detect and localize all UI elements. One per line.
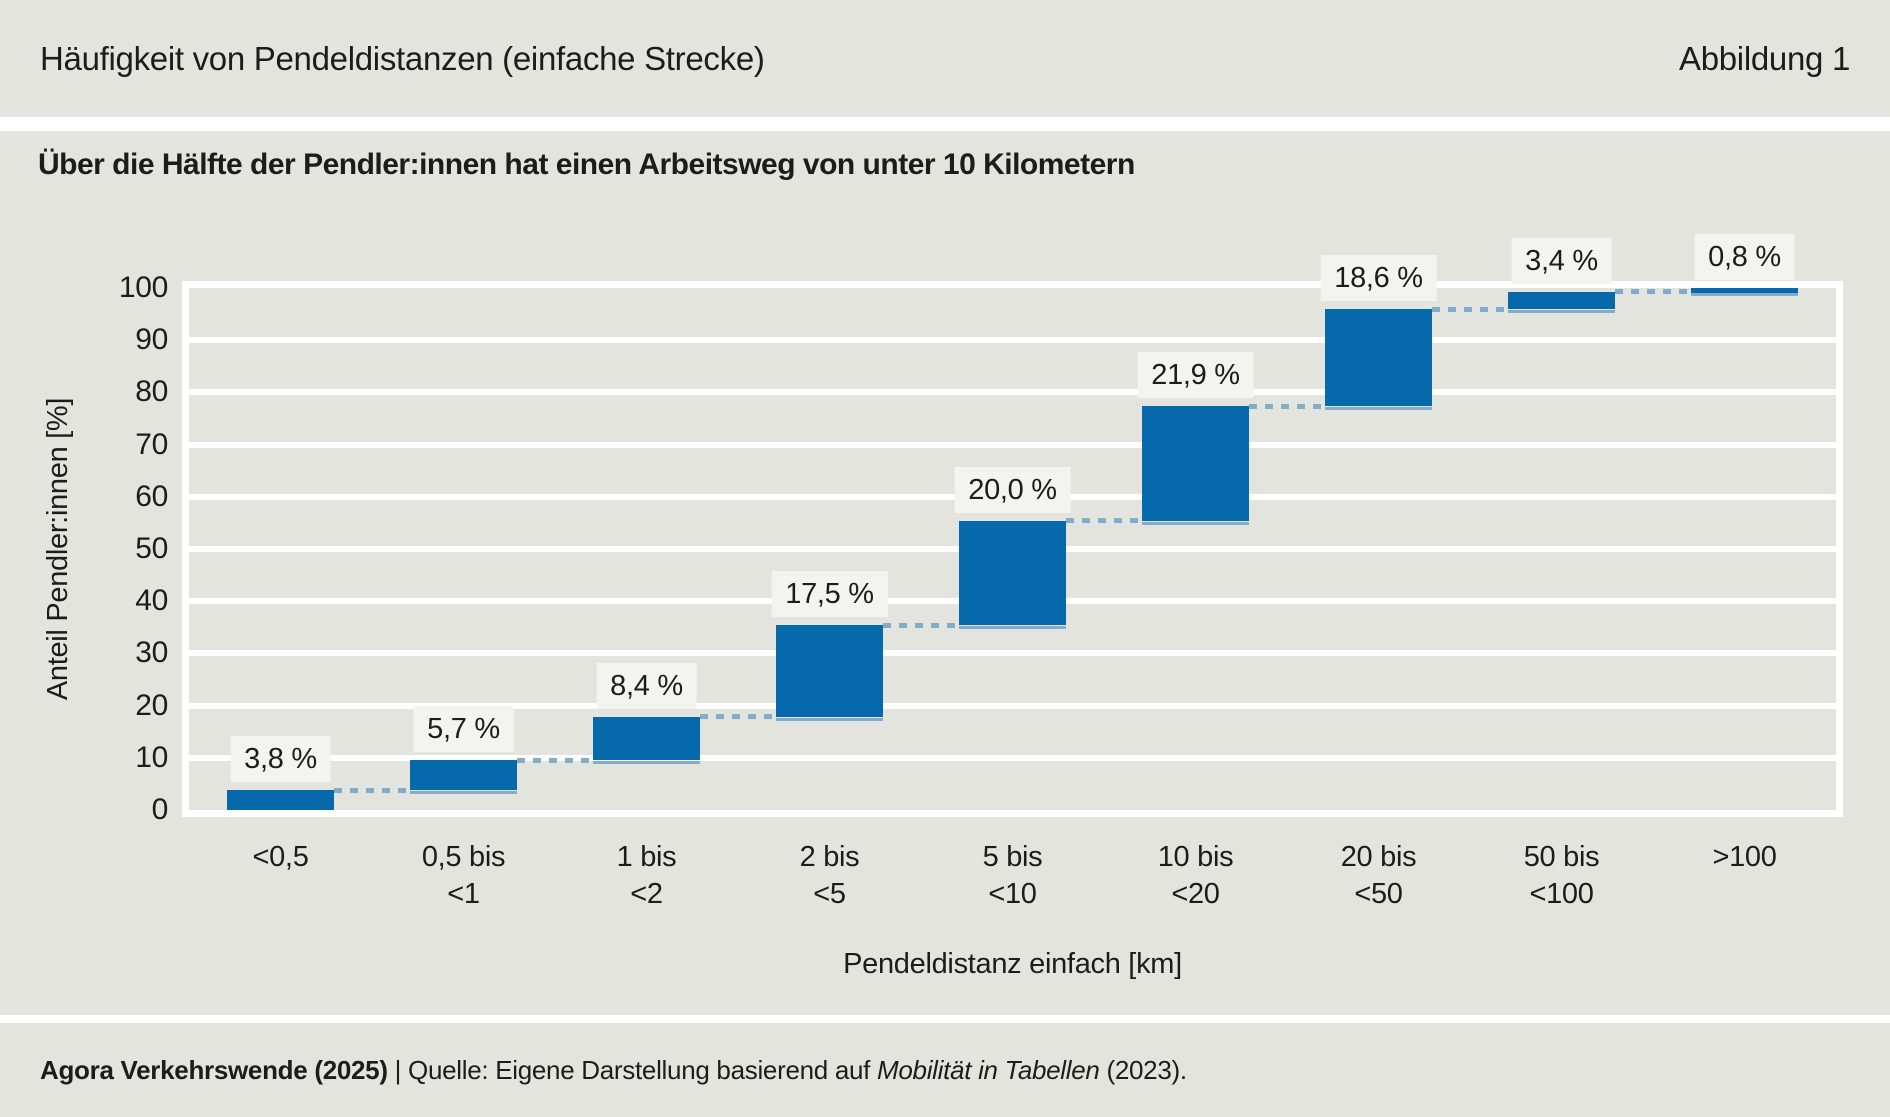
x-tick-label: 0,5 bis <1 [421, 841, 506, 910]
bar-value-label: 20,0 % [954, 466, 1071, 513]
connector-underline [1691, 292, 1798, 296]
gridline [189, 702, 1836, 709]
footer-source-text: Quelle: Eigene Darstellung basierend auf [408, 1054, 878, 1085]
footer-source-line: Agora Verkehrswende (2025) | Quelle: Eig… [0, 1023, 1890, 1117]
separator-bottom [0, 1015, 1890, 1023]
gridline [189, 337, 1836, 344]
connector-line [883, 622, 959, 628]
gridline [189, 441, 1836, 448]
y-tick-label: 10 [135, 740, 168, 774]
y-tick-label: 90 [135, 323, 168, 357]
connector-line [1066, 518, 1142, 524]
footer-source-title: Mobilität in Tabellen [877, 1054, 1100, 1085]
x-tick-label: 10 bis <20 [1157, 841, 1234, 910]
bar-value-label: 8,4 % [596, 662, 697, 709]
bar-value-label: 3,4 % [1511, 237, 1612, 284]
connector-line [517, 757, 593, 763]
x-tick-label: 20 bis <50 [1340, 841, 1417, 910]
bar-value-label: 0,8 % [1694, 234, 1795, 280]
x-axis-title: Pendeldistanz einfach [km] [843, 948, 1182, 980]
bar [959, 520, 1066, 626]
y-tick-label: 50 [135, 532, 168, 565]
connector-line [1432, 306, 1508, 312]
connector-underline [776, 717, 883, 721]
connector-underline [1508, 310, 1615, 314]
bar [1508, 291, 1615, 310]
gridline [189, 754, 1836, 761]
bar [1142, 406, 1249, 521]
bar-value-label: 5,7 % [413, 706, 514, 753]
bar-value-label: 21,9 % [1137, 352, 1254, 399]
x-tick-label: 5 bis <10 [982, 841, 1043, 910]
x-tick-label: 50 bis <100 [1523, 841, 1600, 910]
connector-underline [1325, 407, 1432, 411]
x-tick-label: <0,5 [252, 841, 309, 873]
y-tick-label: 80 [135, 375, 168, 409]
plot-area-frame [182, 281, 1843, 817]
bar [776, 625, 883, 717]
connector-underline [1142, 521, 1249, 525]
y-tick-label: 40 [135, 584, 168, 618]
chart-title: Über die Hälfte der Pendler:innen hat ei… [38, 148, 1135, 181]
bar-value-label: 17,5 % [771, 571, 888, 618]
footer-separator: | [387, 1054, 409, 1085]
connector-underline [410, 791, 517, 795]
connector-line [700, 714, 776, 720]
footer-source-end: (2023). [1099, 1054, 1188, 1085]
bar [410, 760, 517, 791]
x-tick-label: 1 bis <2 [616, 841, 677, 910]
y-tick-label: 0 [151, 793, 169, 826]
y-tick-label: 70 [135, 427, 168, 461]
y-tick-label: 30 [135, 636, 168, 670]
y-tick-label: 60 [135, 479, 168, 513]
x-tick-label: 2 bis <5 [799, 841, 860, 910]
figure-label: Abbildung 1 [1678, 39, 1850, 77]
connector-line [334, 787, 410, 793]
bar-value-label: 3,8 % [230, 736, 331, 783]
connector-line [1615, 289, 1691, 295]
y-axis-title: Anteil Pendler:innen [%] [42, 397, 74, 701]
footer-publisher: Agora Verkehrswende (2025) [40, 1054, 388, 1085]
bar [227, 790, 334, 810]
x-tick-label: >100 [1712, 841, 1777, 873]
header-band: Häufigkeit von Pendeldistanzen (einfache… [0, 0, 1890, 117]
connector-line [1249, 403, 1325, 409]
gridline [189, 650, 1836, 657]
y-tick-label: 100 [118, 271, 168, 304]
bar [593, 716, 700, 761]
header-title: Häufigkeit von Pendeldistanzen (einfache… [40, 39, 765, 77]
bar [1691, 288, 1798, 293]
separator-top [0, 117, 1890, 131]
y-tick-label: 20 [135, 688, 168, 722]
connector-underline [593, 761, 700, 765]
gridline [189, 389, 1836, 396]
bar [1325, 309, 1432, 407]
bar-value-label: 18,6 % [1320, 255, 1437, 302]
connector-underline [959, 626, 1066, 630]
